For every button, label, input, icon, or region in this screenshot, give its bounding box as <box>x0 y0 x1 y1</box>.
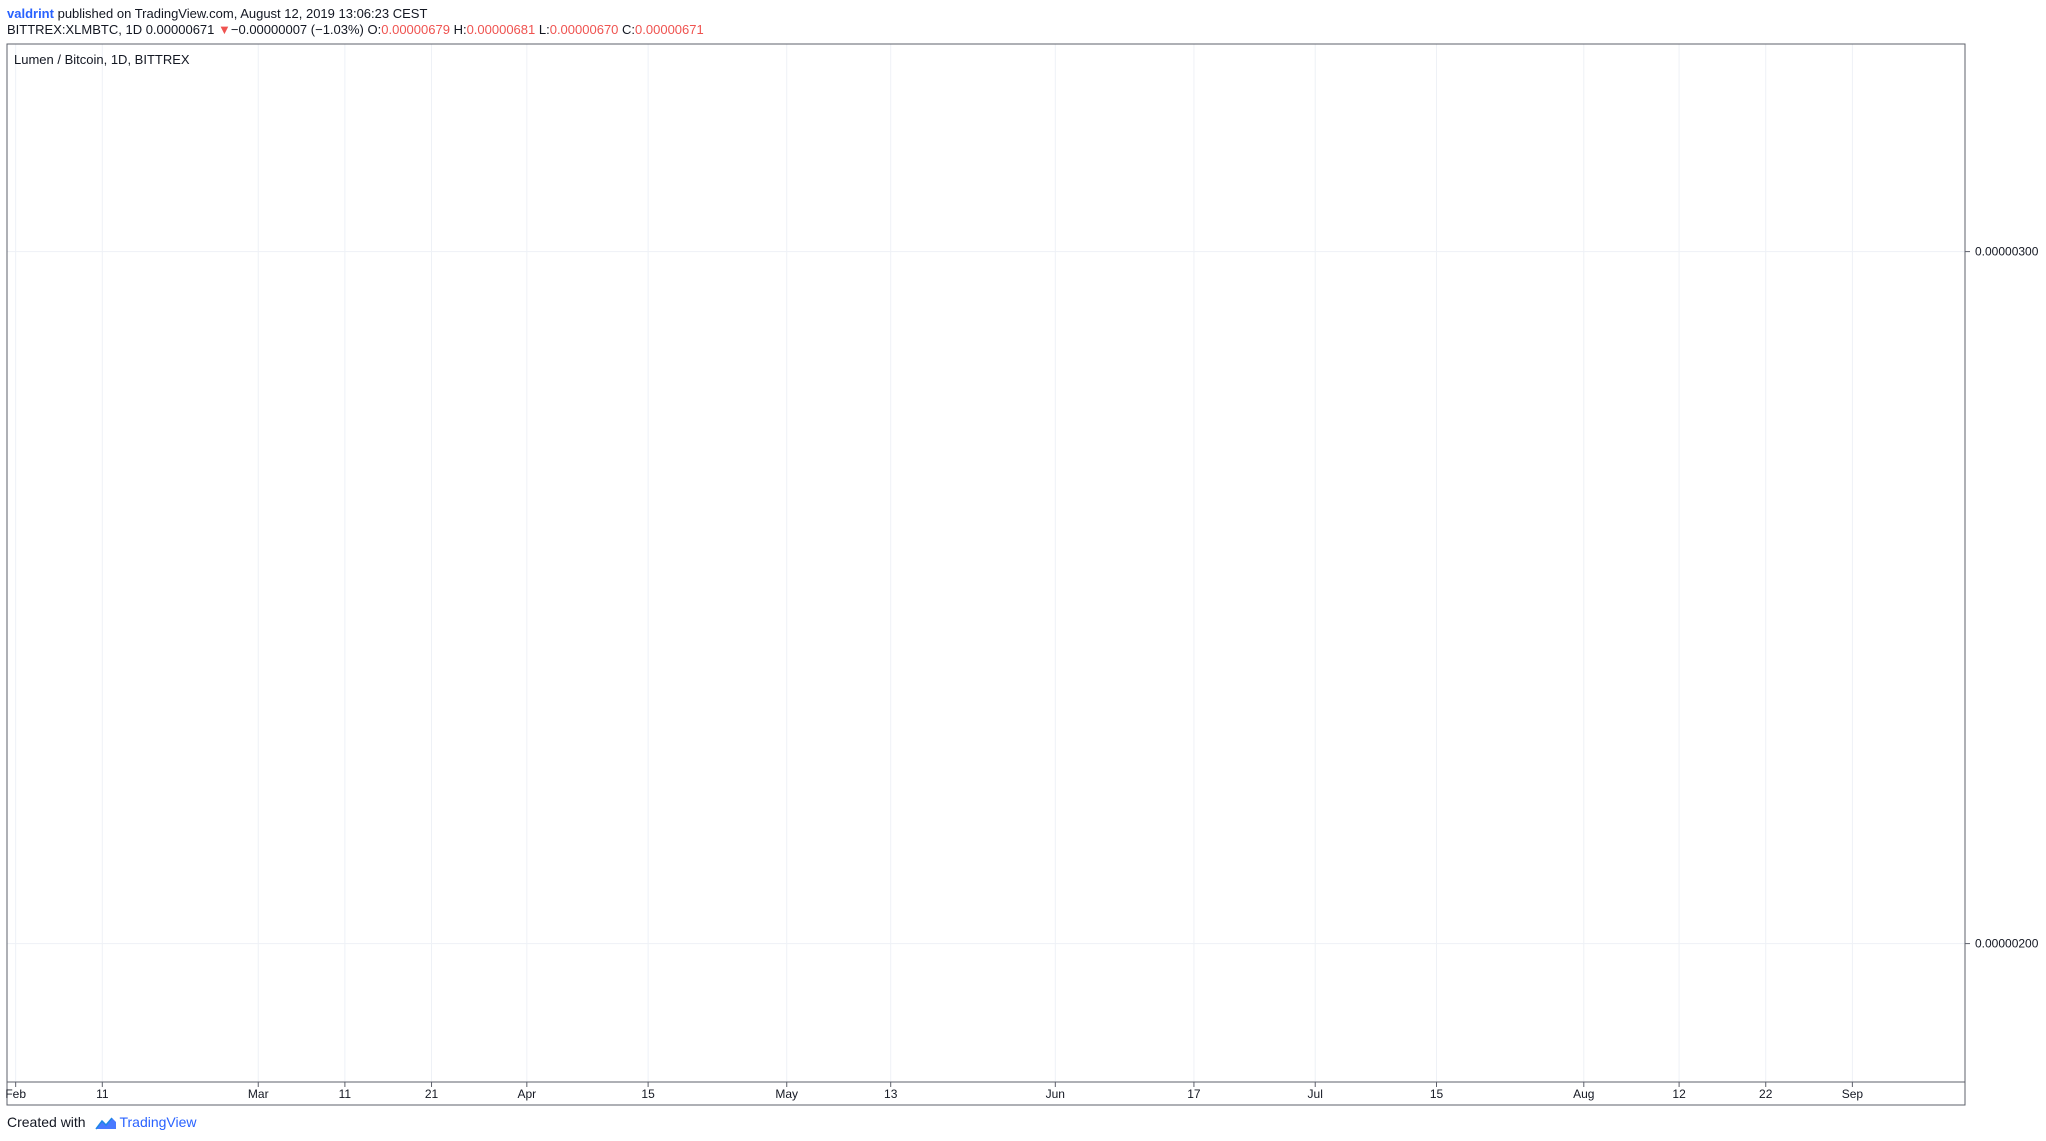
time-axis[interactable]: Feb 11 Mar 11 21 Apr 15 May 13 Jun 17 Jul 15 Aug 12 22 S… <box>5 1082 1863 1101</box>
x-tick-label: 11 <box>339 1087 352 1101</box>
x-tick-label: 12 <box>1672 1087 1686 1101</box>
x-tick-label: May <box>775 1087 798 1101</box>
tradingview-brand-link[interactable]: TradingView <box>119 1114 197 1130</box>
x-tick-label: Feb <box>5 1087 26 1101</box>
footer: Created with TradingView <box>7 1114 197 1130</box>
plot-frame <box>6 43 1966 1106</box>
created-with-label: Created with <box>7 1114 86 1130</box>
open-label: O: <box>367 22 382 37</box>
x-tick-label: Jun <box>1046 1087 1065 1101</box>
x-tick-label: Mar <box>248 1087 269 1101</box>
x-tick-label: 15 <box>641 1087 655 1101</box>
low-value: 0.00000670 <box>549 22 619 37</box>
close-label: C: <box>622 22 636 37</box>
x-tick-label: 21 <box>425 1087 439 1101</box>
tradingview-logo-icon <box>95 1117 117 1130</box>
publish-info: valdrint published on TradingView.com, A… <box>7 6 427 21</box>
down-arrow-icon: ▼ <box>218 22 231 37</box>
author-link[interactable]: valdrint <box>7 6 54 21</box>
ohlc-header: BITTREX:XLMBTC, 1D 0.00000671 ▼−0.000000… <box>7 22 704 37</box>
x-tick-label: 15 <box>1430 1087 1444 1101</box>
high-value: 0.00000681 <box>466 22 536 37</box>
y-tick-label: 0.00000200 <box>1975 937 2039 951</box>
x-tick-label: 13 <box>884 1087 898 1101</box>
price-change: −0.00000007 (−1.03%) <box>230 22 364 37</box>
x-tick-label: Apr <box>517 1087 536 1101</box>
y-tick-label: 0.00000300 <box>1975 245 2039 259</box>
low-label: L: <box>538 22 550 37</box>
last-price: 0.00000671 <box>145 22 215 37</box>
open-value: 0.00000679 <box>381 22 450 37</box>
published-text: published on TradingView.com, August 12,… <box>57 6 428 21</box>
price-axis[interactable]: 0.000032000.000031000.000030000.00002900… <box>1965 0 2039 951</box>
x-tick-label: Jul <box>1308 1087 1323 1101</box>
symbol-label: BITTREX:XLMBTC, 1D <box>7 22 143 37</box>
series-legend: Lumen / Bitcoin, 1D, BITTREX <box>14 52 190 67</box>
high-label: H: <box>453 22 467 37</box>
x-tick-label: 17 <box>1187 1087 1201 1101</box>
x-tick-label: Aug <box>1573 1087 1594 1101</box>
x-tick-label: 22 <box>1759 1087 1773 1101</box>
grid-lines <box>7 44 1965 1082</box>
close-value: 0.00000671 <box>635 22 704 37</box>
x-tick-label: Sep <box>1842 1087 1864 1101</box>
x-tick-label: 11 <box>96 1087 109 1101</box>
